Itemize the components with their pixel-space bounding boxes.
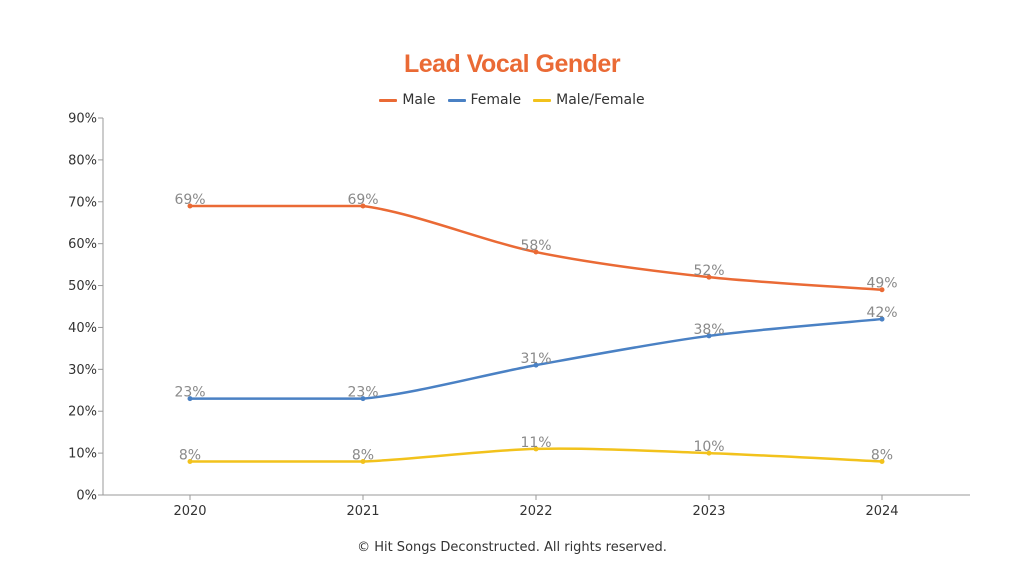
x-tick-label: 2021: [346, 504, 379, 519]
x-tick-label: 2023: [692, 504, 725, 519]
legend-label-male: Male: [402, 92, 436, 108]
data-point-female: [706, 333, 712, 339]
data-point-male-female: [706, 450, 712, 456]
legend-item-male-female: Male/Female: [533, 92, 645, 108]
data-point-female: [879, 316, 885, 322]
y-tick-label: 0%: [76, 489, 97, 504]
data-point-male: [360, 203, 366, 209]
data-point-female: [533, 362, 539, 368]
y-tick-label: 50%: [68, 279, 97, 294]
data-point-male-female: [533, 446, 539, 452]
legend-item-female: Female: [447, 92, 522, 108]
data-point-male: [706, 274, 712, 280]
data-point-male-female: [187, 458, 193, 464]
x-tick-label: 2024: [865, 504, 898, 519]
data-point-male: [879, 287, 885, 293]
y-tick-label: 20%: [68, 405, 97, 420]
y-tick-label: 80%: [68, 153, 97, 168]
y-tick-label: 30%: [68, 363, 97, 378]
data-label-male: 69%: [347, 192, 378, 208]
y-tick-label: 10%: [68, 447, 97, 462]
data-label-female: 31%: [520, 351, 551, 367]
legend-swatch-female: [447, 98, 466, 102]
y-tick-label: 90%: [68, 112, 97, 127]
data-point-male-female: [879, 458, 885, 464]
legend-item-male: Male: [379, 92, 436, 108]
data-point-female: [360, 396, 366, 402]
data-label-male-female: 8%: [352, 447, 374, 463]
x-tick-label: 2022: [519, 504, 552, 519]
chart-title: Lead Vocal Gender: [403, 50, 621, 78]
y-tick-label: 70%: [68, 195, 97, 210]
data-point-male: [533, 249, 539, 255]
legend: Male Female Male/Female: [0, 92, 1024, 108]
legend-swatch-male-female: [533, 98, 552, 102]
data-point-male-female: [360, 458, 366, 464]
copyright-text: © Hit Songs Deconstructed. All rights re…: [357, 540, 667, 555]
data-label-male: 52%: [693, 263, 724, 279]
legend-label-female: Female: [470, 92, 522, 108]
data-label-male-female: 8%: [871, 447, 893, 463]
y-tick-label: 60%: [68, 237, 97, 252]
x-tick-label: 2020: [173, 504, 206, 519]
data-point-male: [187, 203, 193, 209]
data-point-female: [187, 396, 193, 402]
data-label-female: 23%: [174, 385, 205, 401]
data-label-female: 42%: [866, 305, 897, 321]
data-label-female: 23%: [347, 385, 378, 401]
data-label-male-female: 11%: [520, 435, 551, 451]
data-label-male: 49%: [866, 276, 897, 292]
data-label-male-female: 10%: [693, 439, 724, 455]
legend-label-male-female: Male/Female: [556, 92, 645, 108]
data-label-male-female: 8%: [179, 447, 201, 463]
legend-swatch-male: [379, 98, 398, 102]
data-label-female: 38%: [693, 322, 724, 338]
data-label-male: 69%: [174, 192, 205, 208]
data-label-male: 58%: [520, 238, 551, 254]
y-tick-label: 40%: [68, 321, 97, 336]
